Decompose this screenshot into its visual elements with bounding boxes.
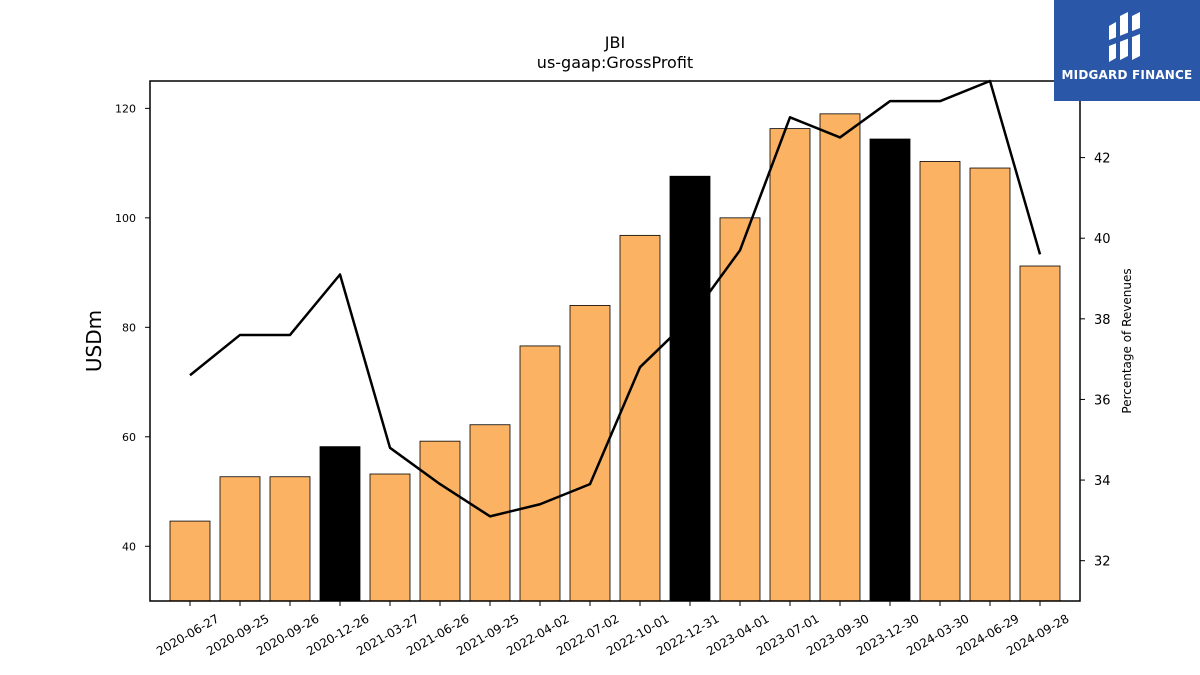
logo-text: MIDGARD FINANCE bbox=[1061, 68, 1193, 82]
y-tick-label: 80 bbox=[122, 321, 136, 334]
bar bbox=[969, 167, 1011, 602]
y-tick-label: 100 bbox=[115, 212, 136, 225]
bar bbox=[719, 217, 761, 602]
y-tick-label: 40 bbox=[122, 540, 136, 553]
y-axis-label: USDm bbox=[82, 310, 106, 372]
line-series bbox=[189, 79, 1042, 518]
bar bbox=[369, 473, 411, 602]
bar bbox=[269, 476, 311, 602]
bar bbox=[419, 440, 461, 602]
y2-tick-label: 40 bbox=[1094, 232, 1111, 247]
midgard-finance-logo: MIDGARD FINANCE bbox=[1054, 0, 1200, 101]
bar bbox=[519, 345, 561, 602]
bar bbox=[1019, 265, 1061, 602]
y2-tick-label: 38 bbox=[1094, 313, 1111, 328]
bar bbox=[919, 161, 961, 602]
chart-title: JBI bbox=[604, 33, 625, 52]
chart-subtitle: us-gaap:GrossProfit bbox=[537, 53, 693, 72]
bar-series bbox=[169, 113, 1061, 602]
y2-tick-label: 34 bbox=[1094, 474, 1111, 489]
bar bbox=[319, 446, 361, 602]
bar bbox=[669, 175, 711, 602]
y-tick-label: 120 bbox=[115, 102, 136, 115]
percentage-line bbox=[189, 79, 1042, 518]
midgard-logo-icon bbox=[1109, 12, 1140, 62]
y2-axis-label: Percentage of Revenues bbox=[1120, 268, 1134, 413]
bar bbox=[169, 520, 211, 602]
bar bbox=[869, 138, 911, 602]
bar bbox=[619, 234, 661, 602]
y2-tick-label: 42 bbox=[1094, 152, 1111, 167]
bar bbox=[769, 128, 811, 602]
bar bbox=[819, 113, 861, 602]
plot-frame bbox=[149, 80, 1081, 602]
y2-tick-label: 32 bbox=[1094, 555, 1111, 570]
bar bbox=[219, 476, 261, 602]
y2-tick-label: 36 bbox=[1094, 393, 1111, 408]
y-tick-label: 60 bbox=[122, 431, 136, 444]
axes: 4060801001203234363840422020-06-272020-0… bbox=[115, 80, 1111, 658]
